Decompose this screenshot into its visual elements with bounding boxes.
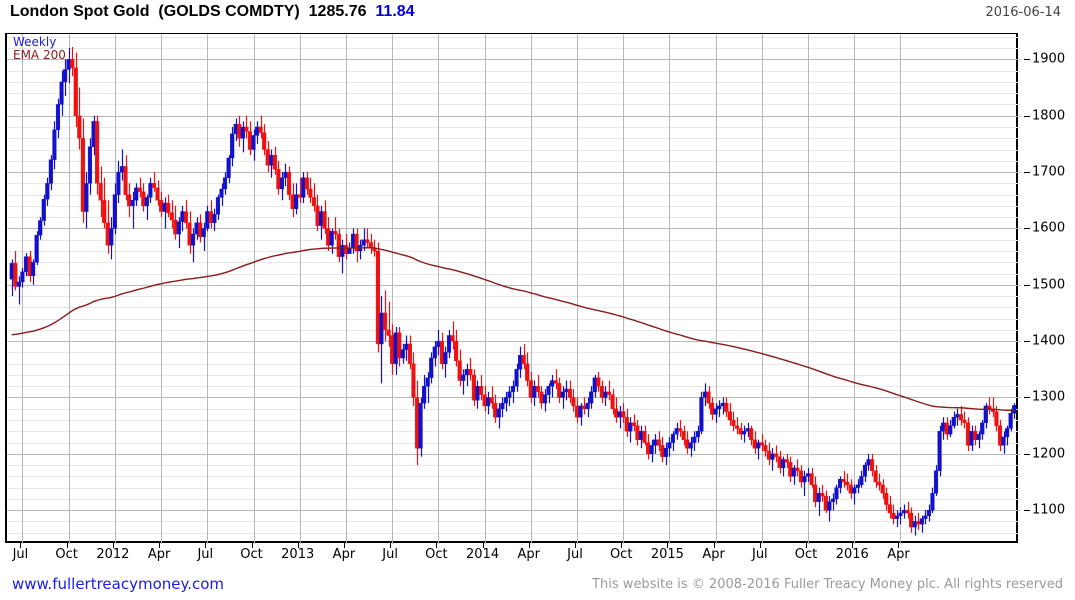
y-axis-label: 1400 [1032,333,1066,349]
x-axis-label: Jul [197,547,214,562]
candlestick-series [9,46,1017,536]
chart-canvas [7,34,1020,544]
chart-plot-area: Weekly EMA 200 [5,33,1020,544]
candlestick-svg [7,34,1020,544]
x-axis: Jul Oct 2012 Apr Jul Oct 2013 Apr Jul Oct 2014 Apr J… [5,545,1020,567]
x-axis-tick [20,543,21,548]
x-axis-tick [252,543,253,548]
y-axis-tick [1024,116,1030,117]
x-axis-label: 2012 [96,547,130,562]
x-axis-label: Oct [55,547,78,562]
x-axis-label: 2015 [650,547,684,562]
x-axis-label: Oct [425,547,448,562]
chart-legend: Weekly EMA 200 [13,36,66,62]
y-axis-tick [1024,341,1030,342]
chart-header: London Spot Gold (GOLDS COMDTY) 1285.76 … [0,0,1075,26]
site-url-link[interactable]: www.fullertreacymoney.com [12,575,225,593]
gridlines-vertical [22,34,901,544]
y-axis-label: 1700 [1032,164,1066,180]
legend-ema-label: EMA 200 [13,48,66,62]
x-axis-tick [529,543,530,548]
y-axis-tick [1024,397,1030,398]
x-axis-tick [898,543,899,548]
y-axis-tick [1024,59,1030,60]
x-axis-label: Jul [567,547,583,562]
y-axis-tick [1024,285,1030,286]
x-axis-tick [344,543,345,548]
page-title: London Spot Gold (GOLDS COMDTY) 1285.76 … [10,3,415,21]
instrument-name: London Spot Gold [10,3,150,20]
ema-200-line [11,247,1015,411]
y-axis-tick [1024,510,1030,511]
x-axis-tick [113,543,114,548]
x-axis-label: 2014 [466,547,500,562]
x-axis-label: 2016 [835,547,869,562]
x-axis-label: Apr [887,547,910,562]
x-axis-label: Oct [794,547,818,562]
x-axis-label: Apr [702,547,725,562]
x-axis-label: Apr [517,547,541,562]
y-axis-label: 1600 [1032,220,1066,236]
x-axis-label: Oct [609,547,633,562]
x-axis-tick [205,543,206,548]
y-axis-label: 1800 [1032,108,1066,124]
x-axis-label: Jul [751,547,768,562]
y-axis-tick [1024,454,1030,455]
x-axis-tick [714,543,715,548]
x-axis-tick [667,543,668,548]
x-axis-tick [760,543,761,548]
y-axis-label: 1500 [1032,277,1066,293]
x-axis-tick [806,543,807,548]
y-axis-label: 1100 [1032,502,1066,518]
x-axis-label: Oct [240,547,263,562]
chart-date: 2016-06-14 [985,5,1061,20]
legend-interval-label: Weekly [13,35,57,49]
x-axis-label: Jul [382,547,398,562]
x-axis-tick [575,543,576,548]
x-axis-tick [621,543,622,548]
y-axis-label: 1300 [1032,389,1066,405]
y-axis-label: 1200 [1032,446,1066,462]
x-axis-tick [67,543,68,548]
chart-footer: www.fullertreacymoney.com This website i… [0,572,1075,600]
copyright-notice: This website is © 2008-2016 Fuller Treac… [592,577,1063,592]
x-axis-tick [483,543,484,548]
x-axis-tick [436,543,437,548]
x-axis-label: 2013 [281,547,315,562]
x-axis-label: Apr [147,547,171,562]
x-axis-label: Jul [12,547,29,562]
x-axis-tick [159,543,160,548]
price-change: 11.84 [375,3,415,20]
x-axis-ticks [5,543,1020,549]
y-axis-tick [1024,172,1030,173]
y-axis-label: 1900 [1032,51,1066,67]
x-axis-label: Apr [332,547,356,562]
last-price: 1285.76 [308,3,367,20]
x-axis-tick [390,543,391,548]
instrument-ticker: (GOLDS COMDTY) [158,3,300,20]
y-axis-tick [1024,228,1030,229]
x-axis-tick [298,543,299,548]
x-axis-tick [852,543,853,548]
y-axis: 1100 1200 1300 1400 1500 1600 1700 1800 1900 [1024,33,1074,545]
